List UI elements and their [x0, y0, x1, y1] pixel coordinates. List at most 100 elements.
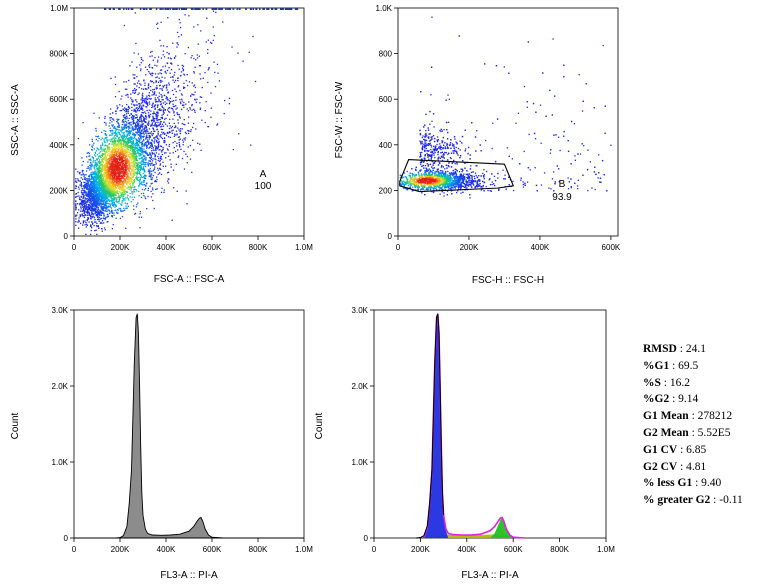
scatter-point — [198, 55, 200, 57]
scatter-point — [118, 187, 120, 189]
scatter-point — [125, 118, 127, 120]
scatter-point — [111, 129, 113, 131]
scatter-point — [123, 173, 125, 176]
scatter-point — [155, 80, 158, 82]
scatter-point — [103, 204, 106, 206]
scatter-point — [117, 193, 120, 195]
scatter-point — [108, 174, 110, 176]
scatter-point — [94, 209, 96, 212]
scatter-point — [144, 115, 147, 118]
scatter-point — [193, 57, 195, 60]
scatter-point — [110, 207, 113, 209]
scatter-point — [157, 109, 159, 111]
scatter-point — [109, 117, 111, 119]
scatter-point — [98, 191, 100, 193]
scatter-point — [116, 184, 118, 187]
scatter-point — [89, 205, 91, 207]
scatter-point — [113, 140, 116, 143]
scatter-point — [182, 69, 184, 72]
scatter-point — [106, 185, 108, 188]
scatter-point — [89, 199, 92, 201]
scatter-point — [106, 184, 108, 187]
scatter-point — [134, 161, 136, 163]
scatter-point — [84, 185, 87, 187]
scatter-point — [131, 128, 134, 130]
scatter-point — [178, 36, 180, 38]
scatter-point — [133, 133, 135, 135]
scatter-point — [136, 129, 139, 131]
scatter-point — [101, 179, 104, 181]
scatter-point — [119, 157, 121, 159]
scatter-point — [98, 156, 100, 158]
scatter-point — [105, 200, 108, 202]
scatter-point — [113, 153, 116, 156]
scatter-point — [152, 112, 154, 115]
scatter-point — [96, 204, 98, 207]
scatter-point — [142, 92, 144, 95]
scatter-point — [122, 169, 124, 172]
scatter-point — [102, 222, 105, 224]
scatter-point — [131, 186, 133, 189]
scatter-point — [132, 156, 134, 159]
scatter-point — [92, 188, 95, 190]
scatter-point — [101, 150, 103, 152]
scatter-point — [87, 214, 89, 216]
scatter-point — [159, 135, 161, 137]
scatter-point — [107, 148, 109, 151]
scatter-point — [99, 177, 102, 179]
scatter-point — [111, 156, 113, 158]
scatter-point — [88, 187, 90, 190]
scatter-point — [122, 108, 124, 111]
scatter-point — [175, 163, 177, 166]
scatter-point — [113, 149, 115, 152]
scatter-point — [97, 213, 99, 215]
scatter-point — [157, 130, 159, 133]
scatter-point — [212, 10, 215, 12]
scatter-point — [94, 165, 96, 167]
scatter-point — [134, 125, 136, 128]
scatter-point — [86, 195, 88, 197]
scatter-point — [145, 175, 147, 177]
scatter-point — [114, 142, 117, 144]
scatter-point — [152, 153, 154, 155]
scatter-point — [80, 184, 82, 187]
scatter-point — [129, 156, 131, 158]
scatter-point — [109, 167, 112, 169]
scatter-point — [126, 103, 128, 106]
scatter-point — [116, 163, 118, 165]
scatter-point — [162, 50, 164, 52]
scatter-point — [113, 151, 115, 154]
scatter-point — [88, 167, 90, 169]
scatter-point — [158, 157, 160, 160]
scatter-point — [106, 164, 109, 166]
scatter-point — [104, 158, 106, 160]
scatter-point — [145, 144, 147, 147]
scatter-point — [129, 181, 131, 184]
scatter-point — [159, 160, 161, 163]
scatter-point — [87, 175, 90, 177]
scatter-point — [151, 104, 154, 106]
scatter-point — [125, 197, 127, 199]
scatter-point — [84, 200, 86, 202]
scatter-point — [132, 116, 135, 118]
scatter-point — [132, 123, 134, 125]
scatter-point — [113, 173, 115, 175]
scatter-point — [114, 134, 116, 137]
scatter-point — [111, 191, 114, 193]
scatter-point — [88, 204, 90, 206]
scatter-point — [186, 108, 188, 110]
scatter-point — [100, 186, 103, 188]
scatter-point — [116, 171, 118, 173]
scatter-point — [125, 168, 127, 171]
scatter-point — [177, 156, 179, 159]
scatter-point — [176, 113, 179, 116]
scatter-point — [138, 144, 140, 147]
scatter-point — [144, 88, 147, 90]
scatter-point — [82, 185, 85, 187]
scatter-point — [126, 144, 128, 146]
scatter-point — [196, 54, 198, 56]
scatter-point — [100, 208, 102, 210]
scatter-point — [125, 227, 127, 229]
scatter-point — [101, 164, 103, 166]
scatter-point — [133, 191, 135, 193]
